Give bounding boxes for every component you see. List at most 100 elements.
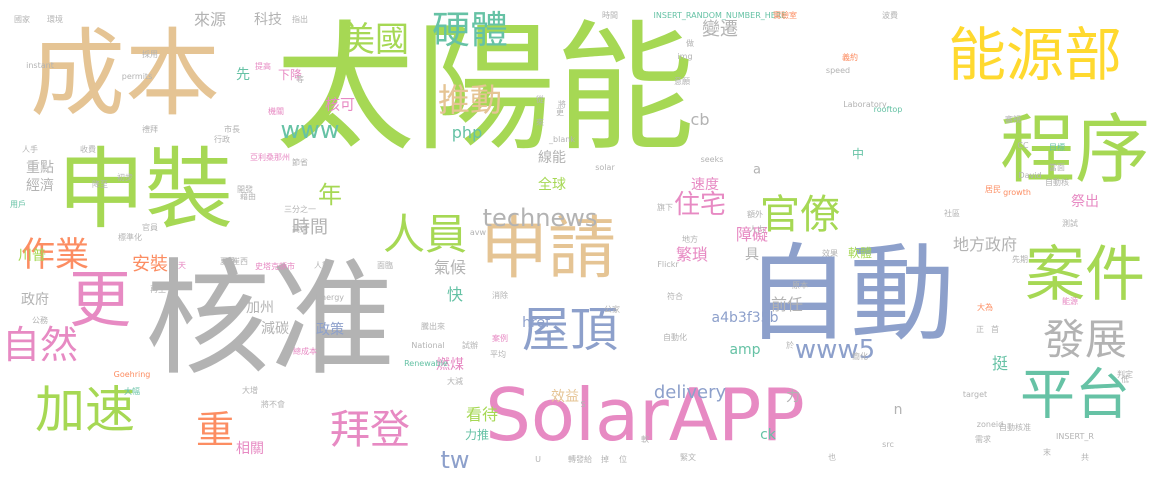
cloud-word: 申裝 [57, 146, 233, 234]
cloud-word: 軟 [641, 436, 649, 444]
cloud-word: 美國 [341, 23, 409, 57]
cloud-word: 史塔克頓市 [255, 263, 295, 271]
cloud-word: 挺 [992, 356, 1008, 372]
cloud-word: 機關 [268, 108, 284, 116]
cloud-word: 從 [536, 96, 544, 104]
cloud-word: 核准 [145, 258, 395, 383]
cloud-word: 地方 [682, 236, 698, 244]
cloud-word: 崔西 [232, 258, 248, 266]
cloud-word: 高速 [292, 226, 308, 234]
cloud-word: 用戶 [10, 201, 26, 209]
cloud-word: 消除 [492, 292, 508, 300]
cloud-word: 效果 [822, 250, 838, 258]
cloud-word: 亞利桑那州 [250, 154, 290, 162]
cloud-word: Renewable [404, 360, 448, 368]
cloud-word: 更 [556, 109, 564, 117]
cloud-word: href [522, 316, 550, 330]
cloud-word: 時間 [602, 12, 618, 20]
cloud-word: 能源部 [948, 26, 1122, 84]
cloud-word: 重點 [26, 161, 54, 175]
cloud-word: 市長 [224, 126, 240, 134]
cloud-word: 大為 [977, 304, 993, 312]
cloud-word: 總成本 [293, 348, 317, 356]
cloud-word: Energy [316, 294, 344, 302]
cloud-word: instant [26, 62, 54, 70]
cloud-word: src [882, 441, 894, 449]
cloud-word: National [411, 342, 444, 350]
cloud-word: Flickr [657, 261, 678, 269]
cloud-word: n [894, 403, 903, 417]
cloud-word: 科技 [254, 13, 282, 27]
cloud-word: 再生 [150, 286, 166, 294]
cloud-word: 案例 [492, 335, 508, 343]
cloud-word: 核可 [325, 98, 355, 113]
cloud-word: 人數 [314, 262, 330, 270]
cloud-word: 當面 [1049, 164, 1065, 172]
cloud-word: 力推 [465, 429, 489, 441]
cloud-word: 審視 [1005, 116, 1021, 124]
cloud-word: 初步 [117, 174, 133, 182]
cloud-word: David [1018, 172, 1041, 180]
cloud-word: target [963, 391, 987, 399]
cloud-word: 意願 [674, 78, 690, 86]
cloud-word: 提高 [255, 63, 271, 71]
cloud-word: 快 [447, 287, 463, 303]
cloud-word: 公務 [32, 317, 48, 325]
cloud-word: _blank [549, 136, 575, 144]
cloud-word: 政策 [316, 323, 344, 337]
cloud-word: php [452, 125, 482, 141]
cloud-word: 末 [1043, 449, 1051, 457]
cloud-word: 簡化 [852, 353, 868, 361]
cloud-word: 前任 [771, 297, 803, 313]
cloud-word: 更 [69, 269, 131, 331]
cloud-word: 具 [745, 248, 759, 262]
cloud-word: 等 [296, 76, 304, 84]
cloud-word: 住宅 [674, 192, 726, 218]
cloud-word: 需求 [975, 436, 991, 444]
cloud-word: 於 [786, 342, 794, 350]
cloud-word: 人員 [383, 214, 467, 256]
cloud-word: 三分之一 [284, 206, 316, 214]
cloud-word: 氣候 [434, 260, 466, 276]
cloud-word: 測試 [1062, 220, 1078, 228]
cloud-word: 大幅 [124, 388, 140, 396]
cloud-word: 天 [178, 262, 186, 270]
cloud-word: 掉 [601, 456, 609, 464]
cloud-word: 採用 [142, 51, 158, 59]
cloud-word: 自然 [2, 326, 78, 364]
cloud-word: 將 [558, 101, 566, 109]
cloud-word: INSERT_RANDOM_NUMBER_HERE [654, 12, 787, 20]
cloud-word: 官員 [142, 224, 158, 232]
cloud-word: 案件 [1025, 245, 1145, 305]
cloud-word: 低 [1121, 376, 1129, 384]
cloud-word: 先期 [1012, 256, 1028, 264]
cloud-word: 加州 [246, 301, 274, 315]
cloud-word: 人力 [749, 226, 765, 234]
cloud-word: 全球 [538, 178, 566, 192]
cloud-word: 標準化 [118, 234, 142, 242]
cloud-word: 變遷 [702, 21, 738, 39]
cloud-word: U [535, 456, 541, 464]
cloud-word: 做 [686, 40, 694, 48]
cloud-word: 波費 [882, 12, 898, 20]
cloud-word: 速度 [691, 178, 719, 192]
cloud-word: delivery [654, 384, 726, 402]
cloud-word: 自動核 [1045, 179, 1069, 187]
cloud-word: INSERT_R [1056, 433, 1094, 441]
cloud-word: 川普 [18, 249, 46, 263]
cloud-word: S [580, 401, 585, 409]
cloud-word: Goehring [114, 371, 151, 379]
cloud-word: 經濟 [26, 179, 54, 193]
cloud-word: permits [122, 73, 152, 81]
cloud-word: 行政 [214, 136, 230, 144]
cloud-word: 自動化 [663, 334, 687, 342]
cloud-word: 硬體 [432, 11, 508, 49]
cloud-word: tw [440, 448, 469, 472]
cloud-word: 社區 [944, 210, 960, 218]
cloud-word: 中 [852, 148, 864, 160]
cloud-word: 先 [236, 68, 250, 82]
cloud-word: 大增 [242, 387, 258, 395]
cloud-word: 地方政府 [953, 237, 1017, 253]
cloud-word: 重 [196, 411, 234, 449]
cloud-word: 來 [536, 119, 544, 127]
